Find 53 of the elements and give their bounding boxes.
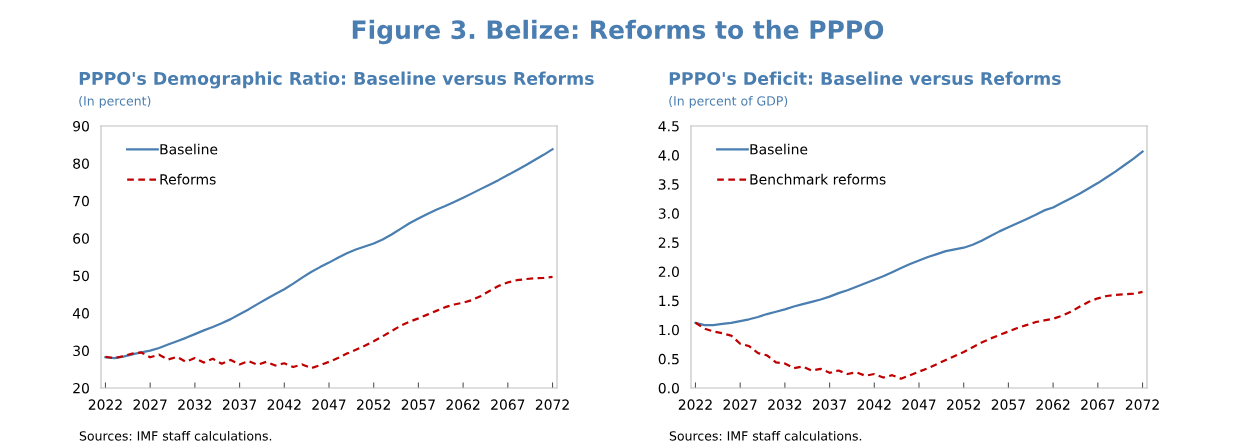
y-tick-label: 2.0 (658, 266, 679, 278)
x-tick-label: 2027 (723, 399, 757, 410)
y-tick-label: 90 (73, 120, 89, 132)
x-tick-label: 2067 (1081, 399, 1115, 410)
y-tick-label: 1.5 (659, 295, 679, 307)
x-tick-label: 2062 (446, 399, 480, 410)
y-tick-label: 4.5 (658, 121, 679, 132)
x-tick-label: 2037 (222, 399, 257, 410)
x-tick-label: 2047 (902, 399, 936, 410)
y-tick-label: 4.0 (658, 150, 679, 161)
legend-label: Baseline (750, 143, 808, 155)
caption: Figure 3. Belize: Reforms to the PPPO (352, 19, 884, 45)
y-tick-label: 2.5 (658, 237, 679, 248)
y-tick-label: 80 (73, 158, 89, 169)
y-tick-label: 0.0 (658, 382, 679, 394)
y-tick-label: 3.0 (658, 208, 679, 219)
x-tick-label: 2037 (812, 399, 847, 410)
x-tick-label: 2042 (857, 399, 891, 410)
x-tick-label: 2062 (1036, 399, 1070, 410)
source-note: Sources: IMF staff calculations. (669, 430, 862, 441)
x-tick-label: 2052 (947, 399, 980, 410)
legend-label: Benchmark reforms (750, 173, 886, 185)
legend-label: Reforms (160, 173, 216, 185)
chart-title: PPPO's Deficit: Baseline versus Reforms (669, 71, 1061, 86)
legend-label: Baseline (160, 143, 218, 155)
x-tick-label: 2032 (768, 399, 802, 410)
y-tick-label: 70 (73, 195, 89, 207)
y-tick-label: 40 (72, 308, 89, 319)
x-tick-label: 2047 (312, 399, 346, 410)
x-tick-label: 2042 (267, 399, 301, 410)
y-tick-label: 3.5 (658, 179, 679, 190)
y-tick-label: 30 (73, 345, 89, 357)
line-series (694, 290, 1144, 380)
x-tick-label: 2032 (178, 399, 212, 410)
chart-subtitle: (In percent of GDP) (669, 95, 788, 109)
x-tick-label: 2067 (491, 399, 525, 410)
x-tick-label: 2022 (88, 399, 122, 410)
x-tick-label: 2057 (991, 399, 1025, 410)
x-tick-label: 2072 (535, 399, 569, 410)
x-tick-label: 2052 (357, 399, 390, 410)
y-tick-label: 60 (73, 233, 89, 244)
source-note: Sources: IMF staff calculations. (79, 430, 272, 441)
y-tick-label: 0.5 (658, 353, 679, 365)
line-series (104, 275, 554, 370)
y-tick-label: 50 (73, 270, 89, 282)
chart-subtitle: (In percent) (79, 95, 151, 109)
y-tick-label: 1.0 (659, 324, 679, 336)
chart-title: PPPO's Demographic Ratio: Baseline versus Reforms (79, 71, 594, 89)
x-tick-label: 2057 (401, 399, 435, 410)
x-tick-label: 2027 (133, 399, 167, 410)
y-tick-label: 20 (73, 382, 89, 394)
x-tick-label: 2072 (1125, 399, 1159, 410)
x-tick-label: 2022 (678, 399, 712, 410)
